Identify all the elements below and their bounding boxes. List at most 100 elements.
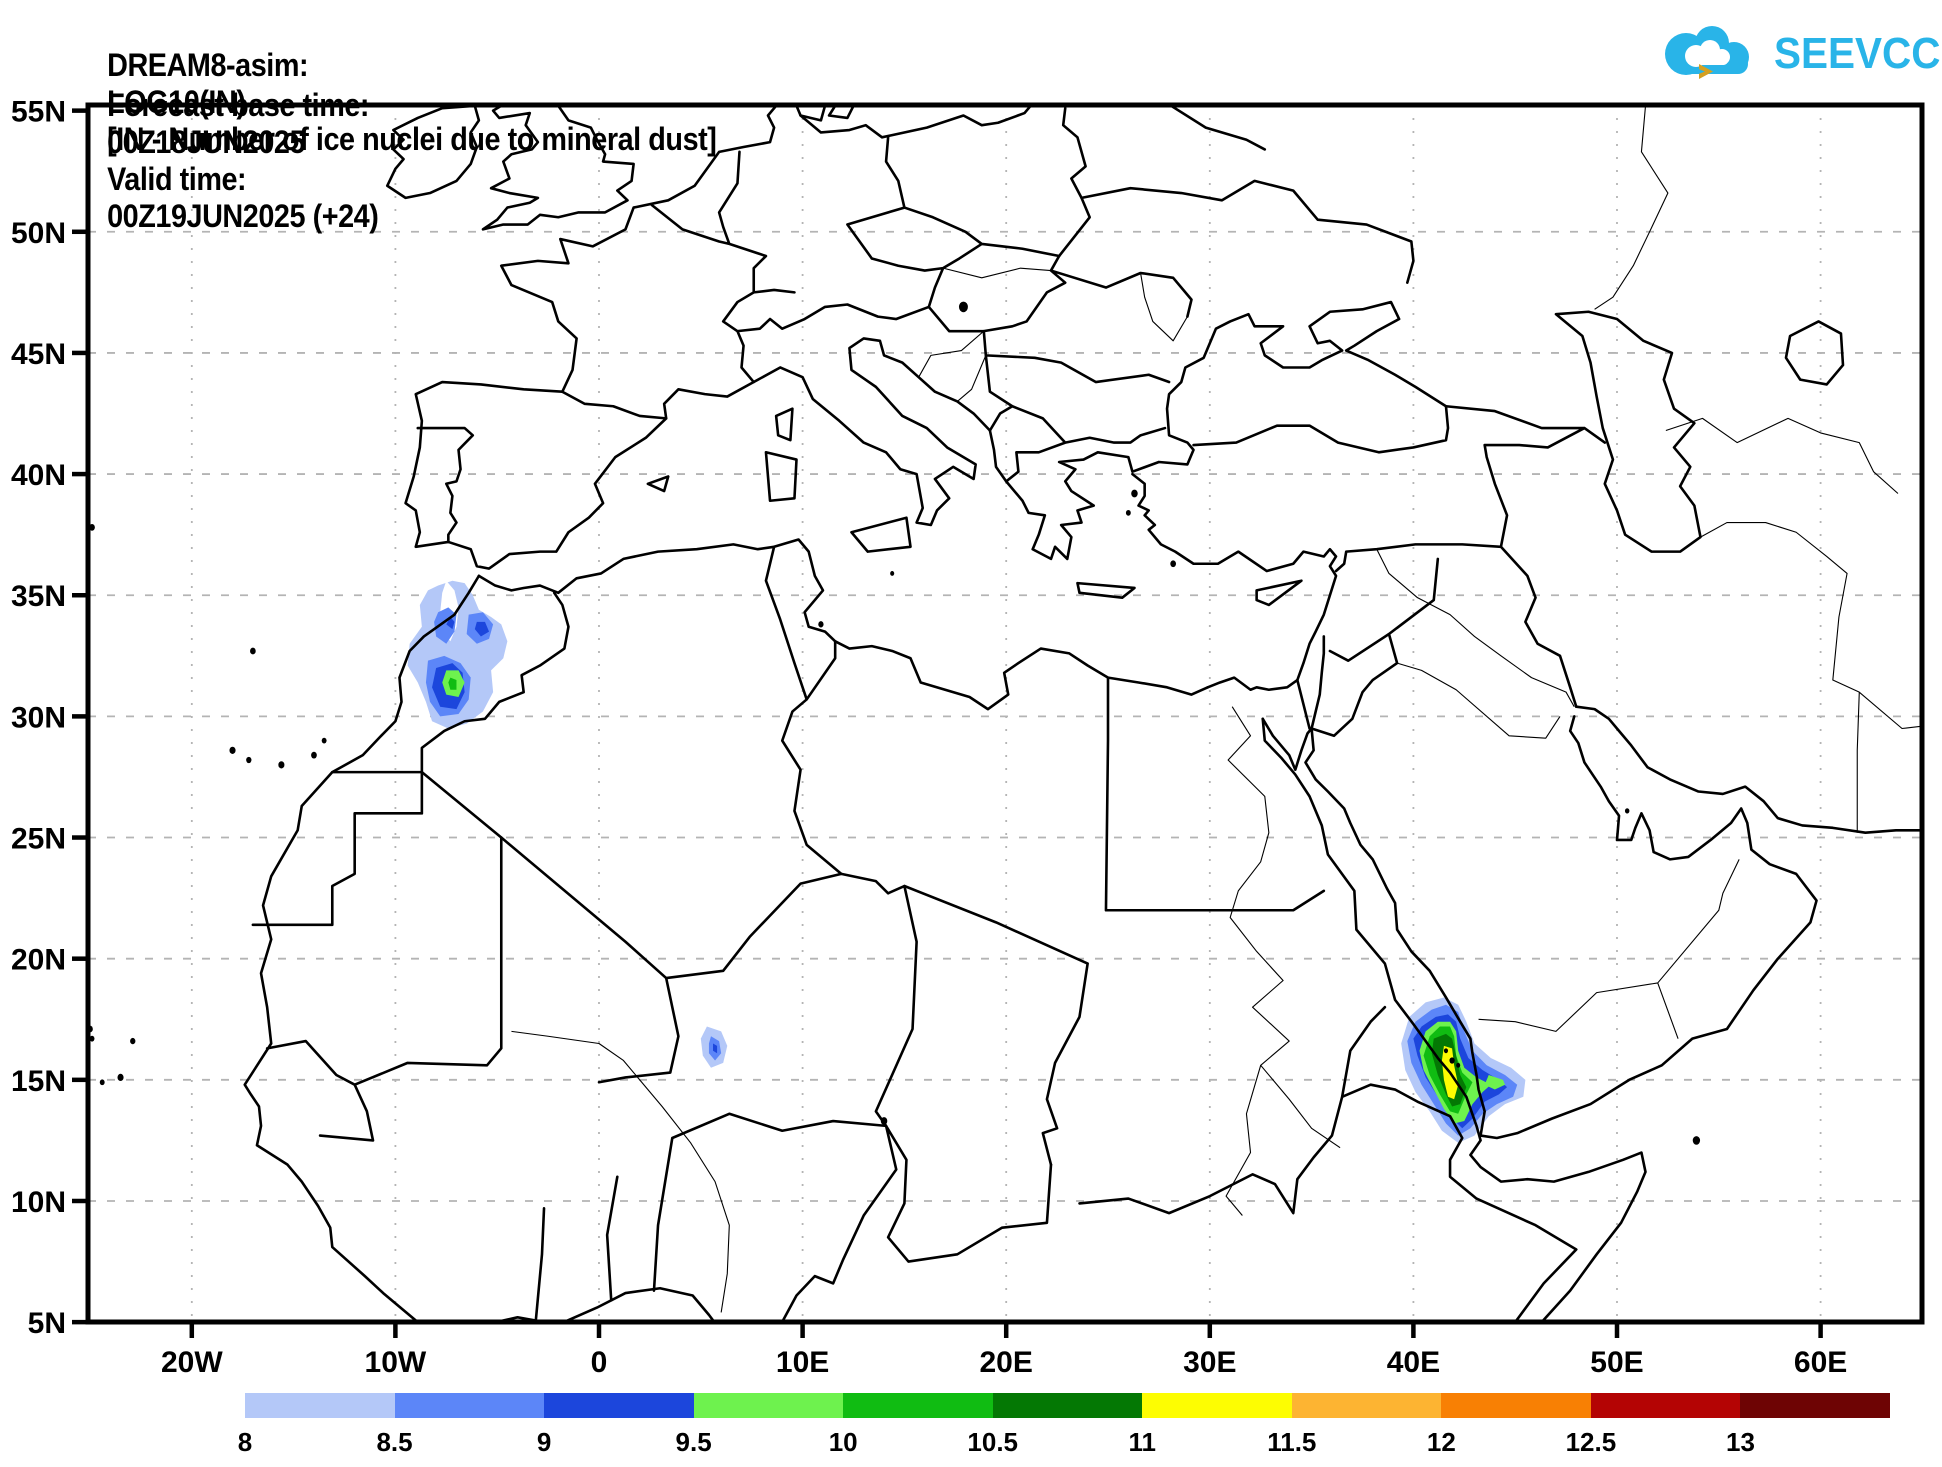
sicily — [851, 518, 910, 552]
arabia-coast — [1305, 716, 1816, 1138]
colorbar-segment — [1142, 1393, 1292, 1418]
corsica — [776, 409, 792, 440]
dahlak-island-2 — [1456, 1062, 1461, 1068]
socotra — [1692, 1136, 1701, 1145]
variable-description: [IN - Number of ice nuclei due to minera… — [107, 121, 717, 157]
colorbar-label: 13 — [1725, 1427, 1755, 1457]
lon-label: 0 — [591, 1346, 608, 1379]
variable-name: LOG10(IN) — [107, 84, 246, 120]
poland-east-borders — [1059, 108, 1090, 256]
plume-morocco-l3a — [474, 621, 490, 637]
title-line-2: Forecast base time: 00Z18JUN2025 Valid t… — [92, 50, 382, 235]
title-line-1: DREAM8-asim: LOG10(IN) [IN - Number of i… — [92, 10, 717, 158]
malta — [890, 571, 895, 576]
niger-river — [511, 1031, 729, 1312]
lat-label: 10N — [11, 1186, 66, 1219]
colorbar-label: 8 — [237, 1427, 253, 1457]
colorbar-segment — [843, 1393, 993, 1418]
madeira-island — [250, 647, 256, 655]
lat-label: 45N — [11, 338, 66, 371]
sardinia — [766, 452, 797, 500]
lon-label: 10W — [365, 1346, 427, 1379]
euphrates-river — [1377, 549, 1574, 706]
colorbar-label: 8.5 — [376, 1427, 413, 1457]
ukraine-belarus-russia-borders — [1082, 106, 1414, 283]
slovakia-hungary-border — [943, 268, 1051, 278]
canary-island-5 — [321, 737, 327, 744]
small-islands — [88, 301, 1701, 1145]
iberia-mediterranean-blacksea-coast — [406, 302, 1448, 569]
iran-turkmen-afghan-borders — [1700, 523, 1922, 833]
algeria-south-borders — [501, 547, 841, 978]
ural-river — [1595, 106, 1668, 310]
lon-label: 30E — [1183, 1346, 1236, 1379]
colorbar-segment — [394, 1393, 545, 1418]
lat-label: 15N — [11, 1065, 66, 1098]
plume-morocco-l3b — [446, 617, 455, 630]
coastlines-and-borders — [245, 106, 1923, 1342]
axis-labels: 55N 50N 45N 40N 35N 30N 25N 20N 15N 10N 5N 20W 10W 0 1… — [11, 96, 1847, 1379]
colorbar-segment — [1291, 1393, 1442, 1418]
colorbar-segment — [1441, 1393, 1591, 1418]
sinai-coast — [1263, 719, 1312, 770]
forecast-base-label: Forecast base time: — [107, 87, 370, 123]
canary-island-4 — [311, 751, 317, 759]
baltic-south-coast — [801, 106, 1031, 137]
colorbar-label: 10.5 — [967, 1427, 1019, 1457]
ireland-coast — [387, 106, 479, 198]
rivers-and-minor-borders — [511, 106, 1922, 1313]
colorbar-label: 11 — [1128, 1427, 1157, 1457]
bosnia-border — [919, 331, 986, 401]
colorbar-segment — [693, 1393, 844, 1418]
chios — [1125, 509, 1131, 516]
graticule — [88, 105, 1922, 1324]
lat-label: 30N — [11, 701, 66, 734]
lon-label: 20E — [980, 1346, 1033, 1379]
plume-redsea-finger — [1484, 1075, 1506, 1090]
colorbar-segment — [544, 1393, 694, 1418]
colorbar-segment — [1590, 1393, 1741, 1418]
lat-label: 25N — [11, 823, 66, 856]
crete — [1077, 583, 1134, 598]
lon-label: 50E — [1590, 1346, 1643, 1379]
saudi-yemen-oman-border — [1479, 859, 1740, 1038]
djerba — [818, 621, 824, 628]
lat-label: 35N — [11, 580, 66, 613]
white-nile-river — [1226, 1065, 1261, 1215]
lat-label: 5N — [28, 1307, 66, 1340]
mallorca — [648, 477, 668, 492]
niger-chad-nigeria-borders — [536, 886, 917, 1320]
aral-sea — [1786, 321, 1843, 384]
denmark-coast — [796, 106, 853, 121]
lat-label: 20N — [11, 944, 66, 977]
colorbar-label: 9 — [536, 1427, 552, 1457]
sudan-ethiopia-eritrea-borders — [1079, 1007, 1576, 1322]
lon-label: 10E — [776, 1346, 829, 1379]
spain-france-border — [562, 392, 666, 419]
redsea-africa-horn-coast — [1263, 719, 1646, 1334]
dahlak-island-3 — [1443, 1048, 1449, 1054]
colorbar-label: 10 — [828, 1427, 858, 1457]
lesbos — [1131, 489, 1138, 498]
dahlak-island-1 — [1449, 1057, 1455, 1064]
lake-chad — [880, 1117, 888, 1125]
cameroon-chad-car-borders — [778, 1126, 1051, 1330]
valid-time-label: Valid time: — [107, 161, 247, 197]
dust-plumes — [407, 580, 1526, 1143]
central-asia-borders — [1666, 418, 1898, 493]
africa-atlantic-coast — [245, 576, 785, 1342]
canary-island-3 — [278, 761, 285, 769]
model-name: DREAM8-asim: — [107, 47, 309, 83]
lat-label: 50N — [11, 217, 66, 250]
iran-pakistan-coast — [1576, 707, 1922, 833]
bahrain — [1624, 808, 1630, 814]
balkans-borders — [984, 331, 1169, 481]
africa-mediterranean-coast — [479, 540, 1208, 710]
colorbar-segment — [1740, 1393, 1890, 1418]
axis-ticks — [72, 108, 1823, 1338]
cloud-logo-icon — [1665, 26, 1749, 79]
lat-label: 40N — [11, 459, 66, 492]
forecast-base-value: 00Z18JUN2025 — [107, 124, 306, 160]
cape-verde-island-4 — [117, 1073, 124, 1082]
canary-island-2 — [246, 756, 252, 764]
